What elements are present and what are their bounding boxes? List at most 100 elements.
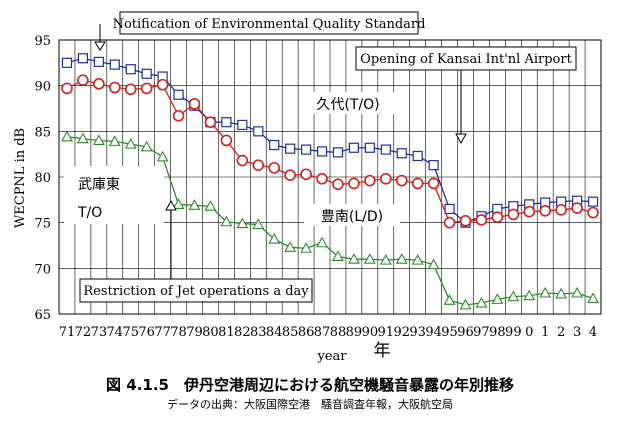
data-point xyxy=(188,98,201,110)
data-point xyxy=(332,178,344,191)
x-tick-label: 3 xyxy=(573,325,581,340)
y-tick-label: 95 xyxy=(34,34,51,49)
data-point xyxy=(188,199,201,210)
x-tick-label: 93 xyxy=(409,325,426,340)
y-tick-label: 80 xyxy=(34,171,51,186)
y-tick-label: 75 xyxy=(34,217,51,232)
data-point xyxy=(76,132,89,144)
x-tick-label: 78 xyxy=(170,325,187,340)
data-point xyxy=(140,140,153,152)
y-tick-label: 70 xyxy=(34,262,51,277)
data-point xyxy=(507,290,520,302)
data-point xyxy=(491,211,504,223)
data-point xyxy=(61,82,73,95)
y-tick-label: 85 xyxy=(34,125,51,140)
x-tick-label: 85 xyxy=(282,325,299,340)
x-tick-label: 77 xyxy=(154,325,171,340)
x-tick-label: 83 xyxy=(250,325,267,340)
y-tick-label: 65 xyxy=(34,308,51,323)
y-axis-label: WECPNL in dB xyxy=(13,128,28,228)
y-tick-label: 90 xyxy=(34,80,51,95)
data-point xyxy=(491,293,504,304)
data-point xyxy=(124,137,137,149)
x-axis-label-jp: 年 xyxy=(374,341,391,361)
data-point xyxy=(141,68,152,79)
data-point xyxy=(108,135,121,146)
data-point xyxy=(363,253,376,264)
plot-frame xyxy=(58,39,602,315)
data-point xyxy=(124,83,137,96)
data-point xyxy=(571,286,584,298)
data-point xyxy=(268,232,281,244)
data-point xyxy=(427,258,440,270)
x-tick-label: 80 xyxy=(202,325,219,340)
x-tick-label: 92 xyxy=(393,325,410,340)
data-point xyxy=(412,150,423,162)
data-point xyxy=(539,204,552,217)
x-tick-label: 90 xyxy=(362,325,379,340)
data-point xyxy=(236,217,249,229)
data-point xyxy=(316,236,328,248)
x-tick-label: 75 xyxy=(122,325,139,340)
data-point xyxy=(220,134,233,147)
data-point xyxy=(300,144,312,155)
data-point xyxy=(77,53,89,64)
series-label-bg-mukohigashi xyxy=(64,166,164,224)
data-point xyxy=(475,214,488,226)
data-point xyxy=(379,173,392,185)
series-2 xyxy=(61,130,599,310)
series-label-hounan: 豊南(L/D) xyxy=(321,209,383,225)
data-point xyxy=(284,241,297,252)
data-point xyxy=(140,82,153,95)
data-point xyxy=(285,143,296,154)
data-point xyxy=(555,287,568,299)
x-tick-label: 4 xyxy=(589,325,597,340)
x-tick-label: 86 xyxy=(298,325,315,340)
series-line xyxy=(66,79,594,224)
data-point xyxy=(396,148,407,159)
x-tick-label: 87 xyxy=(314,325,331,340)
x-tick-label: 97 xyxy=(473,325,490,340)
data-point xyxy=(347,253,360,264)
series-label-bg-hounan xyxy=(304,204,400,226)
data-point xyxy=(332,147,344,158)
axes xyxy=(58,39,602,315)
data-point xyxy=(523,205,536,218)
data-point xyxy=(204,200,217,211)
x-axis-label: year xyxy=(316,349,347,364)
data-point xyxy=(475,296,488,308)
data-point xyxy=(156,150,169,162)
annotation-box-restriction xyxy=(79,278,313,303)
x-tick-label: 88 xyxy=(330,325,347,340)
data-point xyxy=(411,253,424,265)
series-label-mukohigashi-2: T/O xyxy=(77,205,102,221)
data-point xyxy=(77,74,89,86)
data-point xyxy=(125,64,136,75)
data-point xyxy=(459,298,472,310)
x-tick-label: 0 xyxy=(525,325,533,340)
data-point xyxy=(427,177,440,190)
data-point xyxy=(93,78,105,90)
series-label-kudai: 久代(T/O) xyxy=(316,97,379,113)
series-layer xyxy=(61,53,599,310)
x-tick-label: 81 xyxy=(218,325,235,340)
data-point xyxy=(571,202,583,214)
data-point xyxy=(316,146,328,157)
data-point xyxy=(443,294,456,305)
data-point xyxy=(93,56,104,68)
data-point xyxy=(236,154,249,167)
x-tick-label: 1 xyxy=(541,325,549,340)
data-point xyxy=(507,208,520,221)
annotation-box-kansai xyxy=(355,46,577,71)
data-point xyxy=(348,142,360,153)
data-point xyxy=(109,59,120,70)
data-point xyxy=(221,117,232,128)
x-tick-label: 71 xyxy=(59,325,76,340)
data-point xyxy=(253,126,264,137)
data-point xyxy=(269,139,280,151)
data-point xyxy=(348,177,360,190)
data-point xyxy=(364,142,375,153)
data-point xyxy=(364,174,376,187)
data-point xyxy=(172,198,185,209)
